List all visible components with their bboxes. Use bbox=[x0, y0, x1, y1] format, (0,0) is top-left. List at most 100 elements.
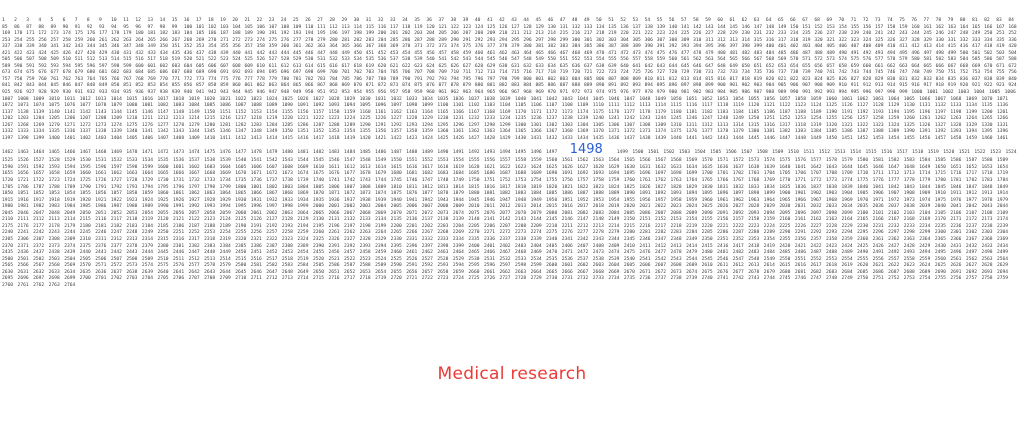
sequence-number: 2244 bbox=[64, 230, 76, 236]
sequence-number: 1432 bbox=[546, 135, 558, 141]
sequence-number: 2060 bbox=[235, 210, 247, 216]
sequence-number: 1586 bbox=[950, 158, 962, 164]
sequence-number: 1277 bbox=[157, 122, 169, 128]
sequence-number: 208 bbox=[474, 31, 484, 37]
sequence-number: 1841 bbox=[872, 184, 884, 190]
sequence-number: 1374 bbox=[654, 129, 667, 135]
sequence-number: 25 bbox=[293, 18, 299, 23]
sequence-number: 543 bbox=[462, 57, 472, 63]
sequence-number: 1901 bbox=[794, 191, 806, 197]
sequence-number: 1803 bbox=[281, 184, 293, 190]
sequence-number: 1856 bbox=[95, 191, 107, 197]
sequence-number: 1431 bbox=[530, 135, 542, 141]
sequence-number: 463 bbox=[511, 50, 520, 56]
sequence-number: 2571 bbox=[95, 263, 107, 269]
sequence-number: 277 bbox=[293, 37, 302, 43]
sequence-number: 57 bbox=[681, 18, 687, 23]
sequence-number: 2358 bbox=[825, 236, 838, 242]
sequence-number: 2497 bbox=[965, 250, 977, 256]
sequence-number: 1333 bbox=[17, 129, 29, 135]
sequence-number: 2302 bbox=[965, 230, 977, 236]
sequence-number: 1945 bbox=[468, 197, 480, 203]
sequence-number: 2406 bbox=[561, 243, 573, 249]
sequence-number: 1502 bbox=[663, 150, 675, 156]
sequence-number: 1233 bbox=[483, 116, 496, 122]
sequence-number: 2313 bbox=[126, 236, 138, 242]
sequence-number: 1197 bbox=[934, 109, 946, 115]
sequence-number: 602 bbox=[159, 63, 168, 69]
sequence-number: 551 bbox=[559, 57, 569, 63]
sequence-number: 2664 bbox=[530, 269, 542, 275]
sequence-number: 1354 bbox=[344, 129, 356, 135]
sequence-number: 645 bbox=[681, 63, 690, 69]
sequence-number: 1416 bbox=[297, 135, 309, 141]
sequence-number: 2001 bbox=[328, 204, 340, 210]
sequence-number: 168 bbox=[1008, 24, 1017, 30]
sequence-number: 1507 bbox=[741, 150, 753, 156]
sequence-number: 2465 bbox=[468, 250, 480, 256]
sequence-number: 2274 bbox=[530, 230, 542, 236]
sequence-number: 1509 bbox=[772, 150, 784, 156]
sequence-number: 1958 bbox=[670, 197, 682, 203]
sequence-number: 386 bbox=[596, 44, 605, 50]
sequence-number: 829 bbox=[875, 76, 884, 82]
sequence-number: 221 bbox=[632, 31, 641, 37]
sequence-number: 2031 bbox=[794, 204, 806, 210]
sequence-number: 777 bbox=[244, 76, 253, 82]
sequence-number: 1278 bbox=[173, 122, 185, 128]
sequence-number: 1952 bbox=[577, 197, 589, 203]
sequence-number: 823 bbox=[802, 76, 811, 82]
sequence-number: 2521 bbox=[328, 256, 340, 262]
sequence-number: 2524 bbox=[375, 256, 387, 262]
sequence-number: 119 bbox=[414, 24, 423, 30]
sequence-number: 2550 bbox=[779, 256, 791, 262]
sequence-number: 984 bbox=[717, 90, 726, 96]
sequence-number: 1735 bbox=[235, 178, 247, 184]
sequence-number: 453 bbox=[390, 50, 399, 56]
sequence-number: 548 bbox=[523, 57, 532, 63]
sequence-number: 1619 bbox=[452, 164, 464, 170]
sequence-number: 1306 bbox=[608, 122, 620, 128]
sequence-number: 1616 bbox=[406, 164, 418, 170]
sequence-number: 932 bbox=[86, 90, 96, 96]
sequence-number: 217 bbox=[584, 31, 593, 37]
sequence-number: 662 bbox=[887, 63, 896, 69]
sequence-number: 1949 bbox=[530, 197, 542, 203]
sequence-number: 49 bbox=[584, 18, 590, 23]
sequence-number: 210 bbox=[499, 31, 508, 37]
sequence-number: 834 bbox=[935, 76, 944, 82]
sequence-number: 181 bbox=[147, 31, 156, 37]
sequence-number: 963 bbox=[462, 90, 472, 96]
sequence-number: 1043 bbox=[561, 96, 573, 102]
sequence-number: 1080 bbox=[126, 103, 138, 109]
sequence-number: 1818 bbox=[515, 184, 527, 190]
sequence-number: 347 bbox=[123, 44, 132, 50]
sequence-number: 993 bbox=[826, 90, 835, 96]
sequence-number: 382 bbox=[547, 44, 556, 50]
sequence-number: 674 bbox=[14, 70, 23, 76]
sequence-number: 653 bbox=[778, 63, 787, 69]
sequence-number: 798 bbox=[499, 76, 508, 82]
sequence-number: 1291 bbox=[375, 122, 387, 128]
sequence-number: 97 bbox=[147, 24, 154, 30]
sequence-number: 677 bbox=[50, 70, 59, 76]
sequence-number: 2622 bbox=[888, 263, 900, 269]
sequence-number: 981 bbox=[681, 90, 690, 96]
sequence-number: 455 bbox=[414, 50, 423, 56]
sequence-number: 1446 bbox=[763, 135, 775, 141]
sequence-number: 535 bbox=[365, 57, 375, 63]
sequence-number: 812 bbox=[668, 76, 678, 82]
sequence-number: 2207 bbox=[499, 223, 511, 229]
sequence-number: 569 bbox=[778, 57, 787, 63]
sequence-number: 27 bbox=[317, 18, 323, 23]
sequence-number: 515 bbox=[123, 57, 132, 63]
sequence-number: 1209 bbox=[110, 116, 122, 122]
sequence-number: 2146 bbox=[561, 217, 573, 223]
sequence-number: 730 bbox=[693, 70, 702, 76]
sequence-number: 1536 bbox=[173, 158, 185, 164]
sequence-number: 461 bbox=[487, 50, 496, 56]
sequence-number: 192 bbox=[280, 31, 290, 37]
sequence-number: 341 bbox=[50, 44, 59, 50]
sequence-number: 457 bbox=[438, 50, 447, 56]
sequence-number: 1386 bbox=[841, 129, 853, 135]
